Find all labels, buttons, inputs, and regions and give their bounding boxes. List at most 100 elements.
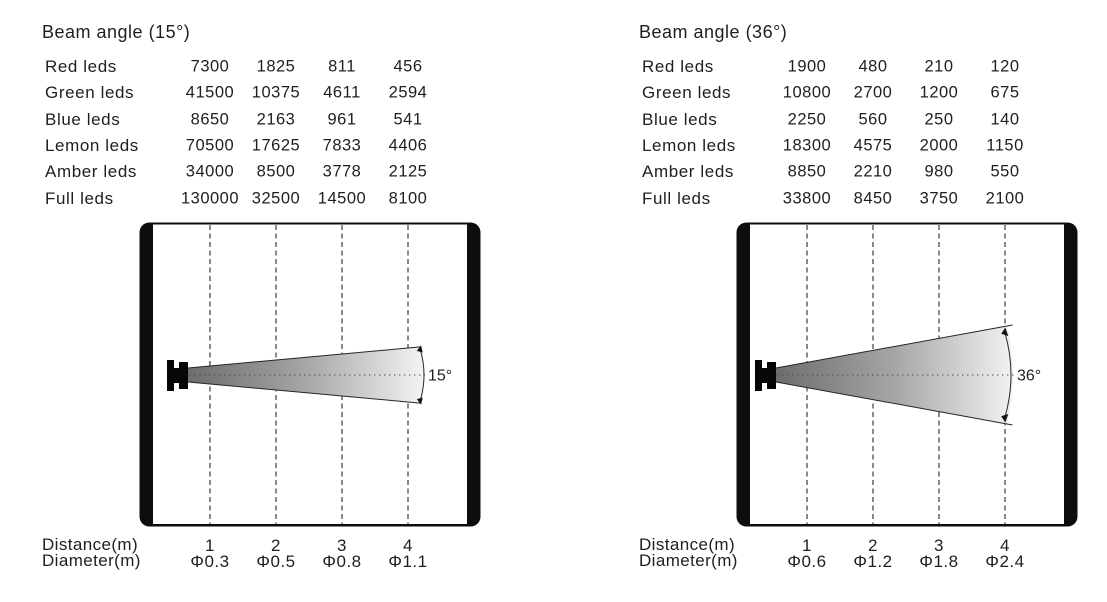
diameter-value: Φ0.6 xyxy=(787,552,827,571)
lux-value: 8100 xyxy=(388,189,428,208)
cone-top-edge xyxy=(187,346,422,369)
lux-value: 8500 xyxy=(256,162,296,181)
lux-value: 2250 xyxy=(787,110,827,129)
led-row-label: Red leds xyxy=(45,57,117,77)
lux-value: 675 xyxy=(990,83,1020,102)
lux-value: 560 xyxy=(858,110,888,129)
lux-value: 4611 xyxy=(323,83,361,102)
lux-value: 2700 xyxy=(853,83,893,102)
lux-value: 541 xyxy=(393,110,423,129)
led-row-label: Green leds xyxy=(642,83,732,103)
led-row-label: Amber leds xyxy=(45,162,137,182)
fixture-icon xyxy=(755,360,776,391)
lux-value: 2210 xyxy=(853,162,893,181)
lux-value: 2100 xyxy=(985,189,1025,208)
led-row-label: Lemon leds xyxy=(642,136,736,156)
led-row-label: Amber leds xyxy=(642,162,734,182)
diameter-value: Φ0.3 xyxy=(190,552,230,571)
lux-value: 41500 xyxy=(185,83,235,102)
diameter-value: Φ1.1 xyxy=(388,552,428,571)
diameter-values: Φ0.6 Φ1.2 Φ1.8 Φ2.4 xyxy=(627,552,1107,571)
lux-value: 17625 xyxy=(251,136,301,155)
led-row: Full leds 130000 32500 14500 8100 xyxy=(30,185,550,211)
lux-value: 4406 xyxy=(388,136,428,155)
led-row: Full leds 33800 8450 3750 2100 xyxy=(627,185,1107,211)
lux-value: 7300 xyxy=(190,57,230,76)
lux-value: 811 xyxy=(328,57,356,76)
lux-value: 250 xyxy=(924,110,954,129)
beam-diagram: 36° xyxy=(736,222,1078,527)
beam-angle-arc xyxy=(1004,332,1012,418)
led-row: Green leds 41500 10375 4611 2594 xyxy=(30,80,550,106)
distance-values: 1 2 3 4 xyxy=(627,536,1107,555)
led-row: Lemon leds 18300 4575 2000 1150 xyxy=(627,133,1107,159)
arc-arrowhead-bottom xyxy=(1001,413,1009,423)
lux-value: 70500 xyxy=(185,136,235,155)
distance-value: 4 xyxy=(1000,536,1010,555)
arc-arrowhead-top xyxy=(1001,327,1009,337)
lux-value: 130000 xyxy=(180,189,240,208)
led-row: Red leds 7300 1825 811 456 xyxy=(30,54,550,80)
led-row-label: Red leds xyxy=(642,57,714,77)
lux-value: 10375 xyxy=(251,83,301,102)
fixture-icon xyxy=(167,360,188,391)
panel-title: Beam angle (15°) xyxy=(42,22,191,42)
lux-value: 1200 xyxy=(919,83,959,102)
lux-value: 7833 xyxy=(322,136,362,155)
lux-value: 120 xyxy=(990,57,1020,76)
beam-angle-value: 36° xyxy=(1017,368,1041,385)
diameter-label: Diameter(m) xyxy=(42,551,141,570)
led-row-label: Full leds xyxy=(45,188,114,208)
distance-value: 2 xyxy=(271,536,281,555)
diameter-value: Φ1.2 xyxy=(853,552,893,571)
lux-value: 14500 xyxy=(317,189,367,208)
distance-values: 1 2 3 4 xyxy=(30,536,550,555)
lux-value: 8650 xyxy=(190,110,230,129)
lux-table: Red leds 7300 1825 811 456 Green leds 41500 103… xyxy=(30,54,550,212)
lux-value: 2000 xyxy=(919,136,959,155)
panel-title: Beam angle (36°) xyxy=(639,22,788,42)
diameter-values: Φ0.3 Φ0.5 Φ0.8 Φ1.1 xyxy=(30,552,550,571)
lux-value: 140 xyxy=(990,110,1020,129)
led-row-label: Full leds xyxy=(642,188,711,208)
beam-cone-edges xyxy=(775,324,1013,426)
cone-top-edge xyxy=(775,324,1013,369)
lux-value: 18300 xyxy=(782,136,832,155)
lux-value: 550 xyxy=(990,162,1020,181)
lux-value: 2163 xyxy=(256,110,296,129)
distance-label: Distance(m) xyxy=(639,535,736,554)
lux-value: 480 xyxy=(858,57,888,76)
lux-value: 210 xyxy=(924,57,954,76)
led-row: Blue leds 8650 2163 961 541 xyxy=(30,107,550,133)
distance-label: Distance(m) xyxy=(42,535,139,554)
lux-value: 1150 xyxy=(986,136,1024,155)
lux-value: 8450 xyxy=(853,189,893,208)
lux-value: 961 xyxy=(327,110,357,129)
beam-diagram: 15° xyxy=(139,222,481,527)
distance-value: 4 xyxy=(403,536,413,555)
lux-value: 33800 xyxy=(782,189,832,208)
led-row-label: Lemon leds xyxy=(45,136,139,156)
lux-table: Red leds 1900 480 210 120 Green leds 10800 2700… xyxy=(627,54,1107,212)
led-row-label: Green leds xyxy=(45,83,135,103)
distance-value: 1 xyxy=(205,536,215,555)
lux-value: 10800 xyxy=(782,83,832,102)
arc-arrowhead-bottom xyxy=(416,397,423,405)
led-row: Red leds 1900 480 210 120 xyxy=(627,54,1107,80)
beam-cone xyxy=(188,347,425,403)
led-row: Amber leds 34000 8500 3778 2125 xyxy=(30,159,550,185)
beam-panel-36deg: Beam angle (36°) Red leds 1900 480 210 120 Gr… xyxy=(627,10,1107,600)
lux-value: 34000 xyxy=(185,162,235,181)
lux-value: 4575 xyxy=(853,136,893,155)
lux-value: 8850 xyxy=(787,162,827,181)
beam-cone xyxy=(776,326,1013,424)
distance-value: 3 xyxy=(337,536,347,555)
beam-panel-15deg: Beam angle (15°) Red leds 7300 1825 811 456 G… xyxy=(30,10,550,600)
lux-value: 32500 xyxy=(251,189,301,208)
lux-value: 980 xyxy=(924,162,954,181)
distance-value: 2 xyxy=(868,536,878,555)
beam-angle-value: 15° xyxy=(428,368,452,385)
diameter-label: Diameter(m) xyxy=(639,551,738,570)
cone-bottom-edge xyxy=(187,381,422,404)
